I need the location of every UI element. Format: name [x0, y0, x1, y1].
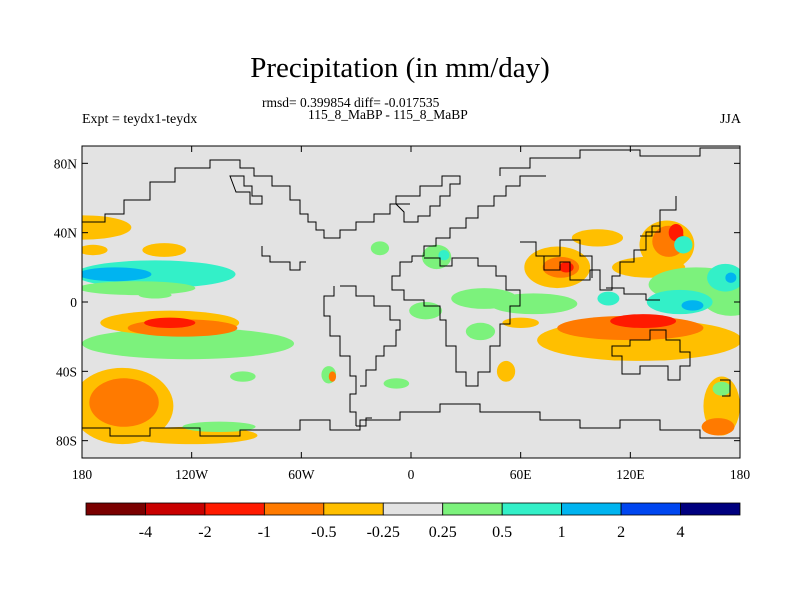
lon-tick-label: 60E: [510, 467, 532, 482]
anomaly-region: [142, 243, 187, 257]
lon-tick-label: 120E: [616, 467, 645, 482]
anomaly-region: [674, 236, 693, 254]
colorbar-label: 1: [558, 524, 566, 541]
anomaly-region: [496, 360, 516, 382]
anomaly-region: [82, 281, 196, 296]
anomaly-region: [564, 341, 602, 356]
coastline-asia-south: [520, 196, 677, 291]
colorbar-swatch: [680, 502, 741, 516]
coastline-antarctic-peninsula: [356, 417, 372, 427]
colorbar-swatch: [145, 502, 206, 516]
colorbar-swatch: [561, 502, 622, 516]
coastline-asia-north: [499, 147, 740, 176]
colorbar: -4 -2 -1 -0.5 -0.25 0.25 0.5 1 2 4: [85, 502, 741, 541]
axis-ticks: 80N 40N 0 40S 80S 180 120W 60W 0 60E 120E 180: [54, 146, 751, 482]
lat-tick-label: 40S: [56, 364, 77, 379]
colorbar-label: 0.5: [492, 524, 512, 541]
colorbar-label: -4: [139, 524, 152, 541]
coastline-antarctica: [82, 403, 740, 439]
anomaly-region: [502, 317, 539, 328]
coastline-japan: [640, 216, 661, 237]
coastline-south-america: [323, 286, 357, 426]
anomaly-region: [559, 262, 574, 273]
anomaly-region: [681, 300, 704, 311]
anomaly-region: [144, 317, 196, 328]
anomaly-region: [82, 215, 132, 240]
colorbar-swatch: [263, 502, 325, 516]
coastline-mexico: [261, 246, 306, 271]
anomaly-region: [383, 378, 410, 389]
colorbar-label: -0.5: [311, 524, 336, 541]
coastline-africa-west: [391, 257, 521, 387]
anomaly-region: [489, 293, 578, 315]
season-label: JJA: [719, 112, 741, 127]
anomaly-region: [89, 378, 159, 427]
map-title: Precipitation (in mm/day): [250, 52, 550, 84]
anomaly-region: [701, 418, 735, 436]
colorbar-swatch: [323, 502, 384, 516]
anomaly-region: [82, 244, 108, 256]
anomaly-region: [409, 302, 443, 320]
coastline-north-america: [82, 159, 410, 239]
anomaly-region: [646, 289, 713, 315]
coastline-europe: [411, 175, 546, 262]
anomaly-region: [230, 371, 256, 382]
coastline-new-zealand: [720, 379, 731, 397]
anomaly-region: [465, 322, 496, 341]
colorbar-swatch: [85, 502, 146, 516]
colorbar-label: 2: [617, 524, 625, 541]
colorbar-label: 4: [677, 524, 685, 541]
anomaly-region: [82, 267, 152, 282]
anomaly-region: [138, 291, 172, 299]
lat-tick-label: 80S: [56, 434, 77, 449]
lon-tick-label: 60W: [288, 467, 315, 482]
lon-tick-label: 180: [72, 467, 93, 482]
anomaly-region: [438, 250, 450, 261]
lat-tick-label: 80N: [54, 156, 78, 171]
coastline-canada-interior: [229, 175, 263, 205]
anomaly-region: [182, 421, 256, 432]
anomaly-region: [610, 314, 677, 329]
colorbar-swatch: [442, 502, 503, 516]
anomaly-region: [82, 328, 295, 360]
map-plot-background: [82, 146, 740, 458]
coastline-australia: [611, 329, 691, 381]
colorbar-label: -1: [258, 524, 271, 541]
anomaly-region: [571, 229, 624, 247]
anomaly-region: [712, 381, 731, 396]
colorbar-label: -2: [198, 524, 211, 541]
anomaly-region: [725, 272, 737, 283]
colorbar-label: 0.25: [429, 524, 457, 541]
anomaly-region: [370, 241, 390, 256]
lon-tick-label: 120W: [175, 467, 208, 482]
lon-tick-label: 0: [408, 467, 415, 482]
colorbar-swatch: [204, 502, 265, 516]
colorbar-swatch: [382, 502, 444, 516]
coastline-greenland: [395, 175, 461, 223]
anomaly-region: [707, 263, 740, 292]
precip-anomaly-fields: [82, 215, 740, 445]
coastline-outlines: [82, 147, 740, 439]
coastline-south-america-east: [340, 285, 401, 387]
experiment-period: 115_8_MaBP - 115_8_MaBP: [308, 107, 468, 122]
lat-tick-label: 0: [70, 295, 77, 310]
coastline-maritime-continent: [606, 287, 660, 301]
colorbar-label: -0.25: [367, 524, 400, 541]
rmsd-diff-stats: rmsd= 0.399854 diff= -0.017535: [262, 95, 440, 110]
colorbar-swatch: [501, 502, 563, 516]
lon-tick-label: 180: [730, 467, 751, 482]
experiment-label: Expt = teydx1-teydx: [82, 112, 198, 127]
colorbar-swatch: [620, 502, 681, 516]
coastline-india: [544, 239, 593, 278]
lat-tick-label: 40N: [54, 226, 78, 241]
anomaly-region: [597, 291, 620, 306]
anomaly-region: [328, 371, 337, 382]
anomaly-region: [82, 260, 236, 289]
